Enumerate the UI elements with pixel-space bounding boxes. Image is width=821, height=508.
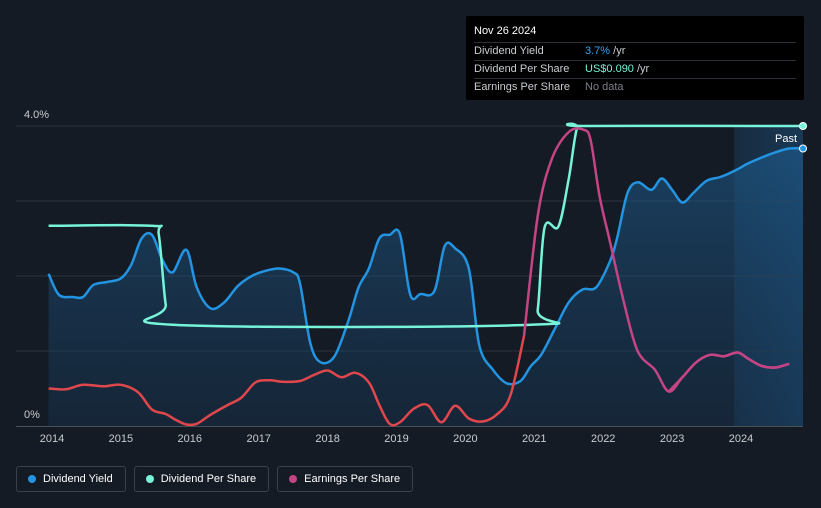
y-tick-label: 4.0% [24,109,49,121]
tooltip-value: US$0.090 /yr [585,63,650,75]
tooltip-label: Earnings Per Share [474,81,570,93]
dividend-per-share-line [48,122,807,329]
tooltip-row-earnings-per-share: Earnings Per Share No data [474,79,796,96]
tooltip-date: Nov 26 2024 [474,20,796,43]
tooltip-value: 3.7% /yr [585,45,626,57]
x-tick-label: 2014 [40,433,64,445]
legend-label: Dividend Per Share [160,473,257,485]
legend-dot-icon [145,475,154,483]
x-tick-label: 2016 [178,433,202,445]
tooltip-label: Dividend Yield [474,45,544,57]
dividend-yield-area [48,148,804,426]
dividend-yield-end-marker [799,144,807,153]
legend-dot-icon [28,475,36,483]
past-label: Past [775,133,797,145]
legend-label: Earnings Per Share [304,473,401,485]
x-tick-label: 2019 [384,433,408,445]
legend-earnings-per-share[interactable]: Earnings Per Share [277,466,414,492]
x-tick-label: 2020 [453,433,477,445]
x-tick-label: 2024 [729,433,753,445]
x-tick-label: 2018 [315,433,339,445]
legend-label: Dividend Yield [43,473,113,485]
dividend-per-share-end-marker [799,122,807,130]
chart-legend: Dividend Yield Dividend Per Share Earnin… [16,466,414,492]
x-tick-label: 2023 [660,433,684,445]
legend-dividend-yield[interactable]: Dividend Yield [16,466,126,492]
x-tick-label: 2022 [591,433,615,445]
dividend-yield-line [47,146,804,386]
x-tick-label: 2021 [522,433,546,445]
hover-tooltip: Nov 26 2024 Dividend Yield 3.7% /yr Divi… [466,16,804,100]
x-tick-label: 2015 [109,433,133,445]
tooltip-value: No data [585,81,624,93]
earnings-per-share-line-early [48,335,526,427]
tooltip-row-dividend-per-share: Dividend Per Share US$0.090 /yr [474,61,796,79]
tooltip-label: Dividend Per Share [474,63,570,75]
y-tick-label: 0% [24,409,40,421]
legend-dot-icon [289,475,298,483]
earnings-per-share-line-late [667,351,790,393]
x-tick-label: 2017 [246,433,270,445]
legend-dividend-per-share[interactable]: Dividend Per Share [133,466,270,492]
tooltip-row-dividend-yield: Dividend Yield 3.7% /yr [474,43,796,61]
